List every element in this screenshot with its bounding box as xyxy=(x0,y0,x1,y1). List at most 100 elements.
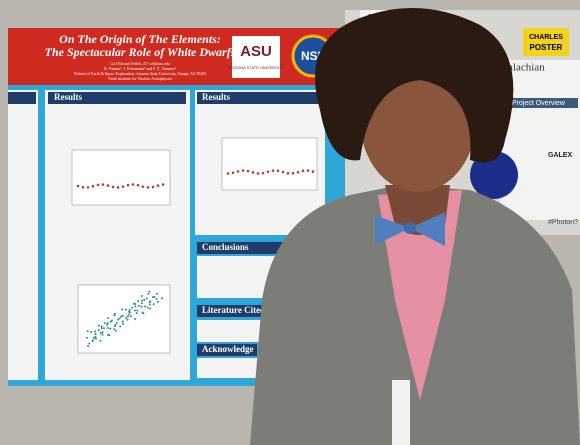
neighbor-poster xyxy=(500,60,580,220)
dot xyxy=(106,327,109,330)
dot xyxy=(137,304,140,307)
dot xyxy=(128,310,131,313)
dot xyxy=(149,307,152,310)
dot xyxy=(156,300,159,303)
dot xyxy=(236,170,240,173)
dot xyxy=(105,323,108,326)
dot xyxy=(306,169,310,172)
dot xyxy=(106,322,109,325)
author-line: ¹School of Earth & Space Exploration, Ar… xyxy=(73,71,206,77)
dot xyxy=(129,315,132,318)
dot xyxy=(276,169,280,173)
dot xyxy=(81,185,85,189)
dot xyxy=(115,321,118,324)
neighbor-footer: #Photon? xyxy=(548,219,578,226)
poster-title: On The Origin of The Elements: xyxy=(59,32,221,46)
plot xyxy=(77,284,171,354)
dot xyxy=(99,339,102,342)
dot xyxy=(88,342,91,345)
dot xyxy=(161,183,165,186)
dot xyxy=(151,296,154,299)
dot xyxy=(111,185,115,189)
dot xyxy=(102,327,105,330)
dot xyxy=(113,328,116,331)
neighbor-title: alachian xyxy=(508,62,545,74)
column xyxy=(8,90,38,380)
dot xyxy=(101,331,104,334)
dot xyxy=(296,170,300,174)
dot xyxy=(146,186,150,189)
dot xyxy=(155,297,158,300)
dot xyxy=(147,292,150,295)
dot xyxy=(117,318,120,321)
author-line: ²Joint Institute for Nuclear Astrophysic… xyxy=(108,76,173,81)
dot xyxy=(94,332,97,335)
dot xyxy=(107,317,110,320)
lanyard-badge xyxy=(392,380,410,445)
dot xyxy=(125,316,128,319)
section-heading: Acknowledge xyxy=(202,344,254,354)
poster-title: The Spectacular Role of White Dwarfs xyxy=(45,45,236,59)
dot xyxy=(106,184,110,187)
dot xyxy=(100,327,103,330)
dot xyxy=(126,315,129,318)
dot xyxy=(113,325,116,328)
dot xyxy=(231,171,235,175)
section-heading: Literature Cited xyxy=(202,305,265,315)
dot xyxy=(86,330,89,333)
dot xyxy=(121,314,124,317)
dot xyxy=(121,320,124,323)
dot xyxy=(144,305,147,308)
dot xyxy=(143,299,146,302)
section-heading: Results xyxy=(54,92,82,102)
dot xyxy=(109,327,112,330)
plot-dots xyxy=(76,169,315,347)
dot xyxy=(126,183,130,187)
dot xyxy=(86,186,90,189)
author-line: Carl Edward Fields, JC¹ cef@asu.edu xyxy=(110,61,170,67)
dot xyxy=(156,184,160,187)
tag-line: CHARLES xyxy=(529,34,563,41)
section-bar xyxy=(197,344,257,356)
dot xyxy=(94,335,97,338)
section-bar xyxy=(197,305,267,317)
dot xyxy=(146,306,149,309)
dot xyxy=(251,171,255,174)
dot xyxy=(134,305,137,308)
dot xyxy=(113,312,116,315)
dot xyxy=(121,322,124,325)
dot xyxy=(133,309,136,312)
dot xyxy=(161,297,164,300)
dot xyxy=(101,333,104,336)
dot xyxy=(108,334,111,337)
dot xyxy=(301,169,305,173)
dot xyxy=(140,295,143,298)
neighbor-heading-bar xyxy=(508,98,578,108)
dot xyxy=(131,306,134,309)
dot xyxy=(291,172,295,175)
dot xyxy=(91,339,94,342)
dot xyxy=(135,312,138,315)
dot xyxy=(116,186,120,189)
dot xyxy=(149,300,152,303)
dot xyxy=(121,185,125,188)
dot xyxy=(126,318,129,321)
bow-tie-knot xyxy=(404,222,416,234)
bow-tie xyxy=(375,212,445,246)
dot xyxy=(92,337,95,340)
author-line: R. Farmer¹, I. Petermann¹ and F. X. Timm… xyxy=(104,66,177,72)
dot xyxy=(120,315,123,318)
dot xyxy=(119,325,122,328)
plot xyxy=(71,149,171,206)
dot xyxy=(246,169,250,173)
neighbor-heading: Project Overview xyxy=(512,100,566,107)
dot xyxy=(271,169,275,172)
dot xyxy=(128,308,131,311)
section-heading: Conclusions xyxy=(202,242,249,252)
dot xyxy=(87,345,89,347)
poster-tag xyxy=(523,28,569,56)
dot xyxy=(101,183,105,186)
dot xyxy=(115,329,118,332)
dot xyxy=(103,322,106,325)
